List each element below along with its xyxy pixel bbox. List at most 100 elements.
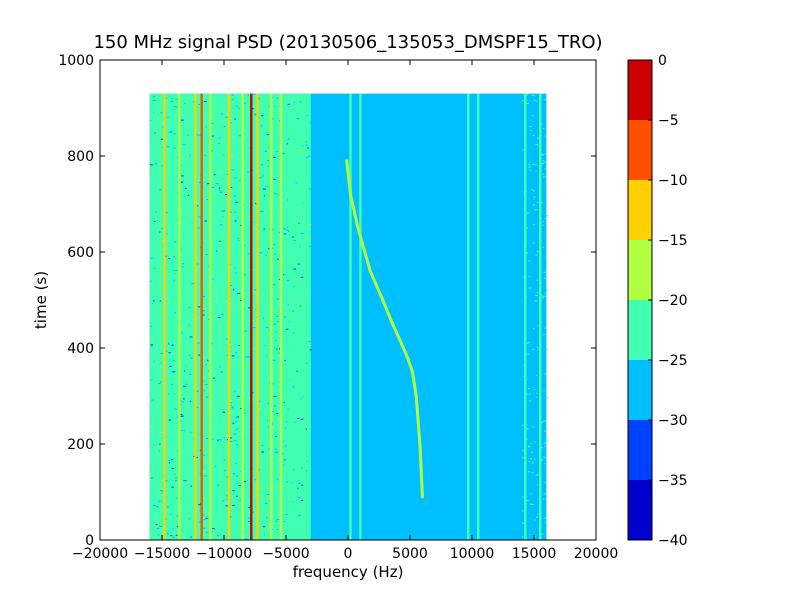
- noise-speckle-mark: [253, 327, 256, 329]
- noise-speckle-mark: [192, 434, 194, 436]
- noise-speckle-mark: [150, 345, 153, 347]
- noise-speckle-mark: [297, 417, 299, 419]
- x-axis-ticks: −20000 −15000 −10000 −5000 0 5000 10000 15000 20…: [72, 60, 618, 562]
- noise-speckle-mark: [229, 122, 232, 124]
- noise-speckle-mark: [242, 274, 246, 276]
- noise-speckle-mark: [225, 116, 228, 118]
- noise-speckle-mark: [522, 522, 525, 524]
- noise-speckle-mark: [536, 279, 538, 281]
- noise-speckle-mark: [233, 433, 237, 435]
- noise-speckle-mark: [533, 198, 535, 200]
- noise-speckle-mark: [237, 238, 239, 240]
- noise-speckle-mark: [156, 528, 160, 530]
- noise-speckle-mark: [202, 514, 205, 516]
- noise-speckle-mark: [543, 493, 546, 495]
- noise-speckle-mark: [264, 116, 267, 118]
- noise-speckle-mark: [527, 388, 530, 390]
- noise-speckle-mark: [261, 451, 264, 453]
- noise-speckle-mark: [173, 393, 175, 395]
- noise-speckle-mark: [161, 491, 163, 493]
- noise-speckle-mark: [265, 516, 268, 518]
- noise-speckle-mark: [170, 535, 173, 537]
- noise-speckle-mark: [300, 418, 304, 420]
- noise-speckle-mark: [182, 536, 186, 538]
- noise-speckle-mark: [283, 274, 285, 276]
- noise-speckle-mark: [176, 526, 179, 528]
- noise-speckle-mark: [540, 533, 544, 535]
- noise-speckle-mark: [219, 191, 223, 193]
- noise-speckle-mark: [299, 101, 302, 103]
- noise-speckle-mark: [305, 428, 309, 430]
- noise-speckle-mark: [543, 430, 547, 432]
- noise-speckle-mark: [305, 157, 309, 159]
- noise-speckle-mark: [265, 297, 268, 299]
- noise-speckle-mark: [273, 243, 276, 245]
- noise-speckle-mark: [173, 270, 176, 272]
- signal-line: [256, 93, 259, 540]
- noise-speckle-mark: [198, 104, 201, 106]
- noise-speckle-mark: [254, 289, 257, 291]
- noise-speckle-mark: [258, 400, 261, 402]
- colorbar-tick-label: −10: [658, 173, 688, 189]
- colorbar-segment: [628, 240, 652, 300]
- noise-speckle-mark: [292, 236, 294, 238]
- noise-speckle-mark: [168, 343, 170, 345]
- noise-speckle-mark: [159, 300, 162, 302]
- noise-speckle-mark: [244, 244, 246, 246]
- colorbar-segment: [628, 300, 652, 360]
- noise-speckle-mark: [226, 498, 228, 500]
- x-tick-label: −20000: [72, 546, 128, 562]
- noise-speckle-mark: [528, 164, 531, 166]
- noise-speckle-mark: [301, 484, 303, 486]
- noise-speckle-mark: [296, 281, 298, 283]
- noise-speckle-mark: [222, 500, 225, 502]
- noise-speckle-mark: [186, 287, 188, 289]
- noise-speckle-mark: [263, 293, 265, 295]
- noise-speckle-mark: [212, 278, 214, 280]
- noise-speckle-mark: [291, 242, 294, 244]
- noise-speckle-mark: [266, 493, 270, 495]
- x-axis-label: frequency (Hz): [293, 563, 404, 581]
- noise-speckle-mark: [305, 362, 308, 364]
- noise-speckle-mark: [165, 350, 168, 352]
- noise-speckle-mark: [531, 95, 534, 97]
- noise-speckle-mark: [219, 240, 221, 242]
- noise-speckle-mark: [202, 314, 205, 316]
- noise-speckle-mark: [287, 304, 289, 306]
- noise-speckle-mark: [530, 458, 533, 460]
- noise-speckle-mark: [300, 500, 304, 502]
- noise-speckle-mark: [305, 428, 307, 430]
- noise-speckle-mark: [212, 317, 214, 319]
- noise-speckle-mark: [206, 113, 209, 115]
- noise-speckle-mark: [180, 250, 182, 252]
- noise-speckle-mark: [181, 266, 184, 268]
- noise-speckle-mark: [267, 160, 270, 162]
- noise-speckle-mark: [274, 448, 277, 450]
- noise-speckle-mark: [546, 397, 549, 399]
- noise-speckle-mark: [305, 144, 308, 146]
- noise-speckle-mark: [171, 486, 174, 488]
- signal-line: [303, 93, 306, 540]
- signal-line: [289, 93, 293, 540]
- noise-speckle-mark: [179, 248, 182, 250]
- noise-speckle-mark: [544, 521, 548, 523]
- noise-speckle-mark: [529, 161, 531, 163]
- noise-speckle-mark: [251, 401, 254, 403]
- noise-speckle-mark: [182, 263, 185, 265]
- noise-speckle-mark: [542, 295, 546, 297]
- noise-speckle-mark: [293, 240, 296, 242]
- noise-speckle-mark: [160, 267, 162, 269]
- heatmap: [149, 93, 549, 540]
- colorbar-tick-label: −5: [658, 113, 679, 129]
- noise-speckle-mark: [168, 352, 171, 354]
- noise-speckle-mark: [226, 476, 229, 478]
- noise-speckle-mark: [174, 473, 176, 475]
- noise-speckle-mark: [541, 459, 544, 461]
- noise-speckle-mark: [527, 471, 530, 473]
- noise-speckle-mark: [286, 421, 288, 423]
- noise-speckle-mark: [234, 391, 236, 393]
- noise-speckle-mark: [190, 485, 193, 487]
- noise-speckle-mark: [180, 429, 183, 431]
- noise-speckle-mark: [252, 108, 254, 110]
- noise-speckle-mark: [537, 484, 539, 486]
